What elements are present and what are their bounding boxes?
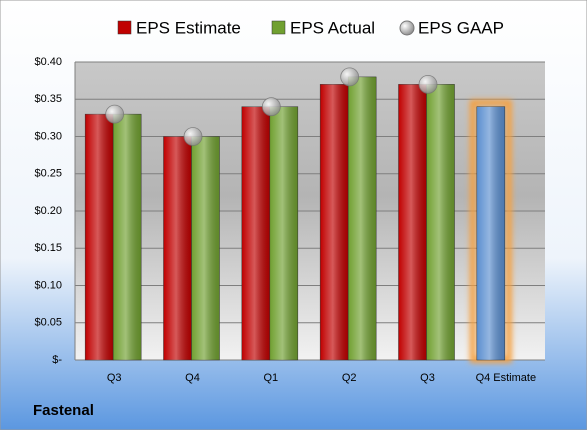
bar <box>426 84 455 361</box>
y-tick-label: $- <box>52 354 62 366</box>
legend-label: EPS GAAP <box>418 18 504 37</box>
legend-marker <box>117 20 132 35</box>
legend-label: EPS Estimate <box>136 18 241 37</box>
gaap-marker <box>340 67 360 87</box>
legend-label: EPS Actual <box>290 18 375 37</box>
x-tick-label: Q4 <box>185 372 200 384</box>
y-tick-label: $0.05 <box>34 317 62 329</box>
x-tick-label: Q2 <box>342 372 357 384</box>
y-tick-label: $0.30 <box>34 130 62 142</box>
gaap-marker <box>418 74 438 94</box>
bar <box>269 106 299 361</box>
legend: EPS Estimate EPS Actual EPS GAAP <box>117 18 504 37</box>
bar <box>347 76 377 361</box>
footer: Fastenal <box>33 402 94 419</box>
bar <box>241 106 271 361</box>
y-tick-label: $0.15 <box>34 242 62 254</box>
x-tick-label: Q1 <box>263 372 278 384</box>
gaap-marker <box>105 104 125 124</box>
gaap-marker <box>183 127 203 146</box>
y-tick-label: $0.25 <box>34 168 62 180</box>
x-tick-label: Q4 Estimate <box>476 372 537 384</box>
y-tick-label: $0.35 <box>34 93 62 105</box>
legend-marker <box>399 20 415 36</box>
bar <box>112 113 142 361</box>
bar <box>84 113 114 361</box>
bar <box>319 84 349 361</box>
bar <box>163 136 192 361</box>
y-tick-label: $0.10 <box>34 279 62 291</box>
y-tick-label: $0.40 <box>34 56 62 68</box>
gaap-marker <box>261 97 281 117</box>
bar <box>191 136 220 361</box>
bar <box>476 106 506 361</box>
x-tick-label: Q3 <box>420 372 435 384</box>
legend-marker <box>271 20 286 35</box>
y-tick-label: $0.20 <box>34 205 62 217</box>
bar <box>398 84 427 361</box>
x-tick-label: Q3 <box>107 372 122 384</box>
